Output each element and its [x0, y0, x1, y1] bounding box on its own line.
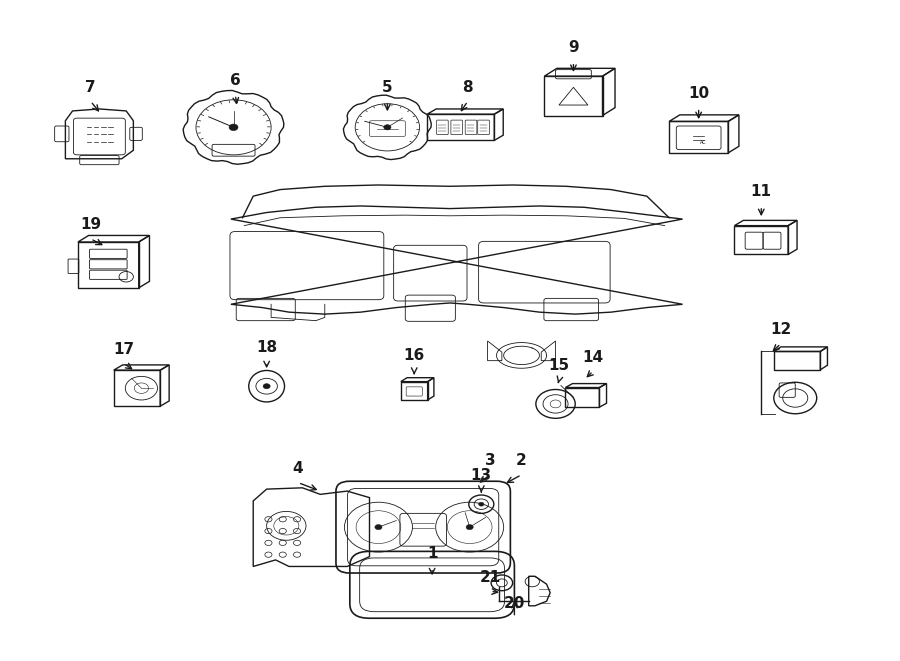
- Text: 21: 21: [480, 570, 501, 585]
- Text: 3: 3: [485, 453, 496, 468]
- Text: 1: 1: [427, 546, 437, 561]
- Text: 10: 10: [688, 86, 709, 101]
- Text: 18: 18: [256, 340, 277, 356]
- Text: 16: 16: [403, 348, 425, 364]
- Circle shape: [479, 502, 484, 506]
- Text: 2: 2: [517, 453, 526, 468]
- Text: 20: 20: [504, 596, 525, 611]
- Text: 7: 7: [86, 79, 95, 95]
- Circle shape: [375, 525, 382, 529]
- Text: 12: 12: [770, 322, 792, 337]
- Circle shape: [263, 383, 270, 389]
- Circle shape: [466, 525, 473, 529]
- Text: 11: 11: [751, 184, 772, 200]
- Circle shape: [230, 124, 238, 131]
- Text: AC: AC: [700, 140, 706, 145]
- Text: 19: 19: [80, 217, 101, 232]
- Text: 14: 14: [582, 350, 604, 365]
- Text: 8: 8: [463, 79, 473, 95]
- Text: 5: 5: [382, 79, 392, 95]
- Text: 15: 15: [549, 358, 570, 373]
- Circle shape: [383, 125, 391, 130]
- Text: 17: 17: [113, 342, 134, 357]
- Text: 13: 13: [471, 467, 492, 483]
- Text: 6: 6: [230, 73, 240, 88]
- Text: 9: 9: [568, 40, 579, 56]
- Text: 4: 4: [292, 461, 303, 476]
